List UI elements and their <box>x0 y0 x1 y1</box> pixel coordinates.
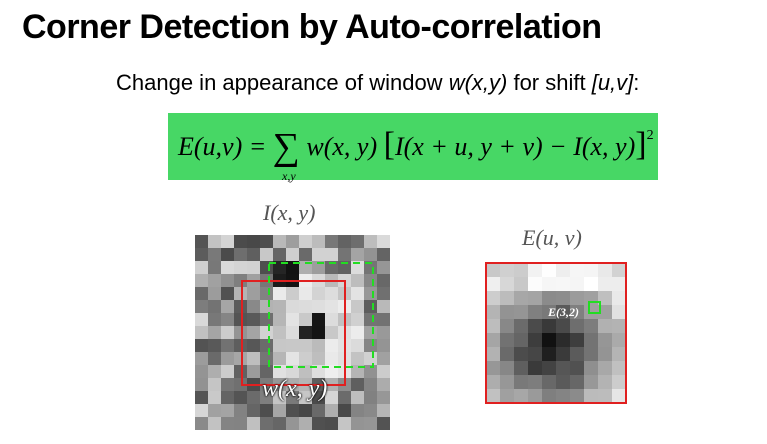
error-surface-image <box>485 262 627 404</box>
formula: E(u,v) = ∑ w(x, y) [I(x + u, y + v) − I(… <box>178 121 654 183</box>
close-bracket: ] <box>635 126 647 163</box>
current-window-red <box>241 280 346 386</box>
error-surface-border <box>485 262 627 404</box>
shifted-window-green <box>268 262 374 368</box>
subtitle-suffix: : <box>633 70 640 95</box>
formula-box: E(u,v) = ∑ w(x, y) [I(x + u, y + v) − I(… <box>168 113 658 183</box>
left-image-caption: I(x, y) <box>263 200 316 225</box>
subtitle-window: w(x,y) <box>448 70 508 95</box>
shift-point-marker <box>588 301 601 314</box>
subtitle-shift: [u,v] <box>591 70 634 95</box>
sum-symbol: ∑ <box>272 126 300 168</box>
formula-lhs: E(u,v) = <box>178 132 267 161</box>
window-label: w(x, y) <box>262 376 328 402</box>
formula-weight: w(x, y) <box>306 132 378 161</box>
formula-body: I(x + u, y + v) − I(x, y) <box>394 132 636 161</box>
subtitle-prefix: Change in appearance of window <box>116 70 449 95</box>
right-image-caption: E(u, v) <box>522 225 582 250</box>
slide-title: Corner Detection by Auto-correlation <box>22 8 602 46</box>
sum-index: x,y <box>282 169 296 183</box>
intensity-image <box>195 235 390 430</box>
open-bracket: [ <box>383 126 395 163</box>
subtitle-middle: for shift <box>507 70 592 95</box>
point-label: E(3,2) <box>548 305 579 319</box>
formula-exponent: 2 <box>646 128 654 143</box>
slide-subtitle: Change in appearance of window w(x,y) fo… <box>116 70 639 96</box>
